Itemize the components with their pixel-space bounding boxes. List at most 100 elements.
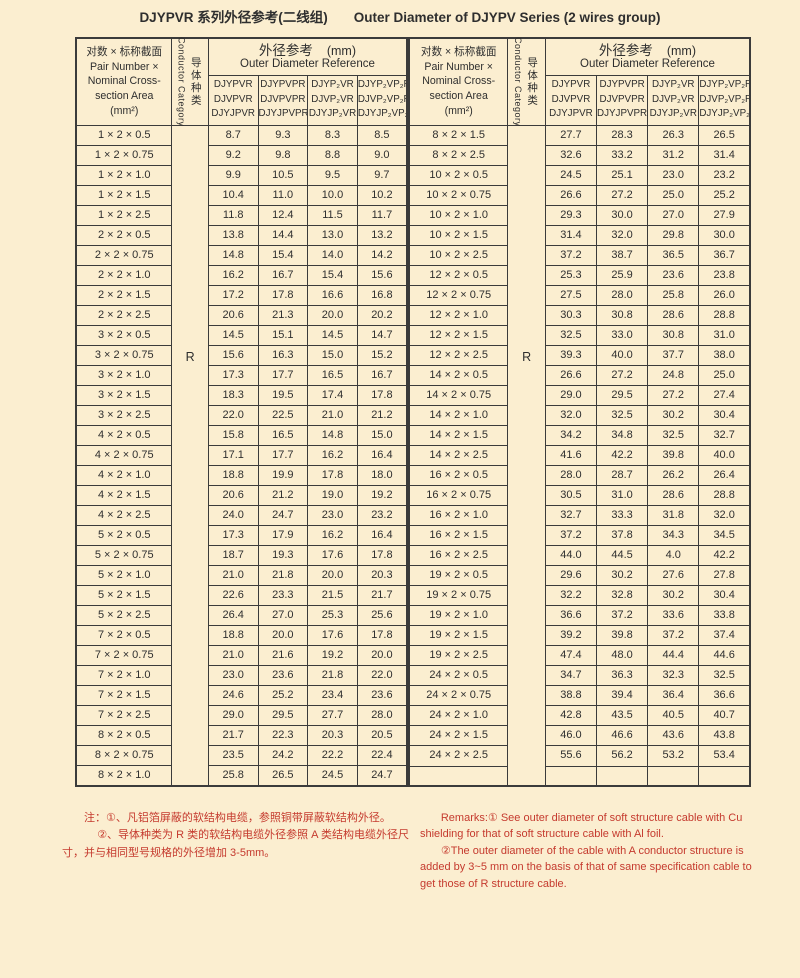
spec-cell: 16 × 2 × 0.5	[408, 465, 509, 487]
value-cell: 26.4	[207, 604, 259, 626]
conductor-column-header: Conductor Category 导体种类	[507, 37, 546, 127]
spec-cell: 14 × 2 × 1.0	[408, 404, 509, 426]
value-cell	[544, 765, 598, 786]
value-cell: 16.3	[257, 344, 309, 366]
value-cell: 17.6	[307, 624, 358, 646]
spec-cell	[408, 765, 509, 786]
value-cell: 27.7	[307, 704, 358, 726]
value-cell: 38.8	[544, 685, 598, 707]
value-cell: 16.2	[207, 264, 259, 286]
value-cell: 20.0	[307, 564, 358, 586]
value-cell: 23.6	[647, 264, 700, 286]
table-row: 19 × 2 × 0.5 29.6 30.2 27.6 27.8	[408, 565, 751, 587]
value-cell: 17.1	[207, 444, 259, 466]
model-column-header: DJYP₂VR DJVP₂VR DJYJP₂VR	[647, 74, 700, 126]
value-cell: 31.2	[647, 144, 700, 166]
table-row: 10 × 2 × 2.5 37.2 38.7 36.5 36.7	[408, 244, 751, 266]
model-column-header: DJYPVPR DJVPVPR DJYJPVPR	[596, 74, 649, 126]
spec-header-line: Pair Number ×	[424, 60, 493, 73]
table-row: 5 × 2 × 1.0 21.0 21.8 20.0 20.3	[75, 564, 408, 586]
value-cell: 14.7	[356, 324, 408, 346]
conductor-header-inner: Conductor Category 导体种类	[508, 37, 545, 127]
model-name: DJYPVR	[551, 78, 591, 90]
value-cell: 39.8	[596, 625, 649, 647]
table-row: 7 × 2 × 2.5 29.0 29.5 27.7 28.0	[75, 704, 408, 726]
value-cell: 25.3	[544, 264, 598, 286]
value-cell: 21.2	[356, 404, 408, 426]
table-row: 7 × 2 × 1.5 24.6 25.2 23.4 23.6	[75, 684, 408, 706]
value-cell: 22.5	[257, 404, 309, 426]
value-cell: 21.2	[257, 484, 309, 506]
spec-header-line: section Area	[95, 90, 154, 103]
value-cell: 13.8	[207, 224, 259, 246]
spec-cell: 1 × 2 × 1.5	[75, 184, 173, 206]
value-cell: 23.4	[307, 684, 358, 706]
spec-cell: 5 × 2 × 1.5	[75, 584, 173, 606]
conductor-header-en: Conductor Category	[176, 36, 187, 127]
value-cell: 17.7	[257, 364, 309, 386]
spec-cell: 1 × 2 × 1.0	[75, 164, 173, 186]
value-cell: 21.8	[257, 564, 309, 586]
value-cell: 36.7	[698, 244, 751, 266]
value-cell: 38.0	[698, 344, 751, 366]
table-row: 10 × 2 × 1.0 29.3 30.0 27.0 27.9	[408, 204, 751, 226]
spec-cell: 3 × 2 × 1.5	[75, 384, 173, 406]
value-cell: 29.5	[596, 384, 649, 406]
value-cell: 30.0	[596, 204, 649, 226]
spec-cell: 19 × 2 × 0.5	[408, 565, 509, 587]
value-cell: 27.0	[647, 204, 700, 226]
value-cell: 28.3	[596, 124, 649, 146]
value-cell: 26.5	[698, 124, 751, 146]
table-row: 7 × 2 × 0.75 21.0 21.6 19.2 20.0	[75, 644, 408, 666]
spec-cell: 2 × 2 × 0.75	[75, 244, 173, 266]
model-name: DJYPVPR	[599, 78, 645, 90]
table-row: 3 × 2 × 1.0 17.3 17.7 16.5 16.7	[75, 364, 408, 386]
value-cell: 26.3	[647, 124, 700, 146]
value-cell: 32.0	[544, 404, 598, 426]
value-cell: 26.6	[544, 364, 598, 386]
value-cell: 20.3	[356, 564, 408, 586]
value-cell: 15.8	[207, 424, 259, 446]
value-cell: 28.6	[647, 485, 700, 507]
spec-cell: 7 × 2 × 0.5	[75, 624, 173, 646]
conductor-category-cell: R	[507, 124, 546, 786]
value-cell: 21.3	[257, 304, 309, 326]
conductor-category-cell: R	[171, 124, 209, 786]
model-name: DJYP₂VR	[652, 78, 695, 90]
value-cell: 38.7	[596, 244, 649, 266]
spec-cell: 3 × 2 × 0.5	[75, 324, 173, 346]
value-cell: 43.6	[647, 725, 700, 747]
note-cn-line: 注：①、凡铝箔屏蔽的软结构电缆，参照铜带屏蔽软结构外径。	[84, 811, 391, 824]
table-row: 8 × 2 × 2.5 32.6 33.2 31.2 31.4	[408, 144, 751, 166]
value-cell: 17.8	[356, 384, 408, 406]
value-cell: 30.2	[647, 404, 700, 426]
note-en-line: ②The outer diameter of the cable with A …	[419, 844, 752, 890]
model-column-header: DJYP₂VP₂R DJVP₂VP₂R DJYJP₂VP₂R	[698, 74, 751, 126]
table-row: 16 × 2 × 0.5 28.0 28.7 26.2 26.4	[408, 465, 751, 487]
spec-cell: 19 × 2 × 1.5	[408, 625, 509, 647]
value-cell: 26.4	[698, 465, 751, 487]
value-cell: 39.8	[647, 444, 700, 467]
table-row: 3 × 2 × 0.75 15.6 16.3 15.0 15.2	[75, 344, 408, 366]
value-cell: 4.0	[647, 545, 700, 567]
value-cell: 15.6	[207, 344, 259, 366]
value-cell: 21.8	[307, 664, 358, 686]
value-cell: 42.2	[698, 545, 751, 567]
value-cell: 28.8	[698, 304, 751, 326]
value-cell: 9.8	[257, 144, 309, 166]
value-cell: 18.8	[207, 464, 259, 486]
value-cell: 15.4	[307, 264, 358, 286]
table-row: 2 × 2 × 1.0 16.2 16.7 15.4 15.6	[75, 264, 408, 286]
value-cell: 25.1	[596, 164, 649, 186]
value-cell: 14.4	[257, 224, 309, 246]
value-cell: 17.6	[307, 544, 358, 566]
spec-header-line: 对数 × 标称截面	[86, 46, 163, 59]
value-cell: 24.0	[207, 504, 259, 526]
table-row: 14 × 2 × 0.75 29.0 29.5 27.2 27.4	[408, 384, 751, 406]
table-row	[408, 765, 751, 786]
spec-cell: 5 × 2 × 1.0	[75, 564, 173, 586]
table-row: 4 × 2 × 1.5 20.6 21.2 19.0 19.2	[75, 484, 408, 506]
value-cell: 14.0	[307, 244, 358, 266]
value-cell: 17.8	[257, 284, 309, 306]
value-cell: 16.8	[356, 284, 408, 306]
